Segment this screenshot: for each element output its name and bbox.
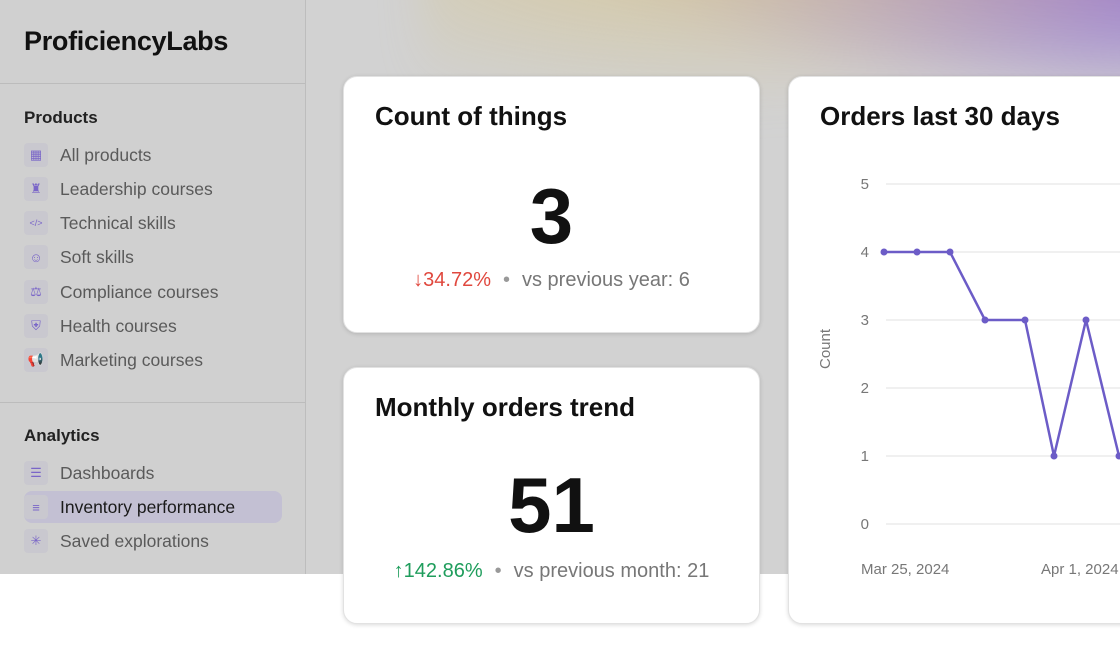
section-title-products: Products xyxy=(24,108,98,127)
line-chart: 0 1 2 3 4 5 xyxy=(861,176,1120,533)
app-logo: ProficiencyLabs xyxy=(24,26,229,56)
podium-icon: ♜ xyxy=(24,177,48,201)
data-point[interactable] xyxy=(913,248,921,256)
smile-icon: ☺ xyxy=(24,245,48,269)
sidebar-item-label: Leadership courses xyxy=(60,178,213,199)
y-tick-label: 3 xyxy=(861,312,869,329)
sidebar-item-label: Compliance courses xyxy=(60,281,219,302)
change-percent: ↓34.72% xyxy=(413,269,491,291)
data-point[interactable] xyxy=(946,248,954,256)
data-point[interactable] xyxy=(1082,316,1090,324)
sidebar: ProficiencyLabs Products Analytics ▦ All … xyxy=(0,0,306,574)
x-tick-label: Mar 25, 2024 xyxy=(861,561,950,578)
code-icon: </> xyxy=(24,211,48,235)
comparison-text: vs previous month: 21 xyxy=(513,560,710,582)
sidebar-item-soft-skills[interactable]: ☺ Soft skills xyxy=(24,241,282,273)
sidebar-item-label: All products xyxy=(60,144,152,165)
grid-icon: ▦ xyxy=(24,143,48,167)
list-icon: ☰ xyxy=(24,461,48,485)
sparkle-icon: ✳ xyxy=(24,529,48,553)
sidebar-item-technical-skills[interactable]: </> Technical skills xyxy=(24,207,282,239)
sidebar-item-label: Marketing courses xyxy=(60,349,203,370)
data-point[interactable] xyxy=(1021,316,1029,324)
data-point[interactable] xyxy=(1115,452,1120,460)
bars-icon: ≡ xyxy=(24,495,48,519)
sidebar-item-label: Health courses xyxy=(60,315,177,336)
card-title: Monthly orders trend xyxy=(375,392,636,422)
section-title-analytics: Analytics xyxy=(24,426,100,445)
y-tick-label: 1 xyxy=(861,448,869,465)
kpi-value: 51 xyxy=(508,461,595,549)
change-percent: ↑142.86% xyxy=(393,560,483,582)
kpi-comparison: ↑142.86% • vs previous month: 21 xyxy=(393,560,710,582)
y-axis-label: Count xyxy=(817,328,834,369)
shield-plus-icon: ⛨ xyxy=(24,314,48,338)
sidebar-item-marketing-courses[interactable]: 📢 Marketing courses xyxy=(24,344,282,376)
sidebar-item-health-courses[interactable]: ⛨ Health courses xyxy=(24,310,282,342)
data-point[interactable] xyxy=(1050,452,1058,460)
sidebar-item-label: Technical skills xyxy=(60,212,176,233)
scale-icon: ⚖ xyxy=(24,280,48,304)
sidebar-item-dashboards[interactable]: ☰ Dashboards xyxy=(24,457,282,489)
y-tick-label: 4 xyxy=(861,244,869,261)
x-tick-label: Apr 1, 2024 xyxy=(1041,561,1119,578)
sidebar-item-leadership-courses[interactable]: ♜ Leadership courses xyxy=(24,173,282,205)
y-tick-label: 5 xyxy=(861,176,869,193)
sidebar-item-inventory-performance[interactable]: ≡ Inventory performance xyxy=(24,491,282,523)
series-line xyxy=(884,250,1120,457)
y-tick-label: 2 xyxy=(861,380,869,397)
kpi-value: 3 xyxy=(529,172,574,260)
card-title: Orders last 30 days xyxy=(820,101,1060,131)
kpi-comparison: ↓34.72% • vs previous year: 6 xyxy=(413,269,690,291)
card-title: Count of things xyxy=(375,101,568,131)
card-monthly-orders-trend: Monthly orders trend 51 ↑142.86% • vs prev… xyxy=(343,367,760,624)
sidebar-item-compliance-courses[interactable]: ⚖ Compliance courses xyxy=(24,276,282,308)
sidebar-item-label: Saved explorations xyxy=(60,530,209,551)
data-point[interactable] xyxy=(981,316,989,324)
divider xyxy=(0,83,305,84)
sidebar-item-all-products[interactable]: ▦ All products xyxy=(24,139,282,171)
data-point[interactable] xyxy=(880,248,888,256)
comparison-text: vs previous year: 6 xyxy=(522,269,690,291)
sidebar-item-label: Dashboards xyxy=(60,462,155,483)
divider xyxy=(0,402,305,403)
y-tick-label: 0 xyxy=(861,516,869,533)
sidebar-item-saved-explorations[interactable]: ✳ Saved explorations xyxy=(24,525,282,557)
sidebar-item-label: Soft skills xyxy=(60,246,134,267)
card-count-of-things: Count of things 3 ↓34.72% • vs previous ye… xyxy=(343,76,760,333)
megaphone-icon: 📢 xyxy=(24,348,48,372)
sidebar-item-label: Inventory performance xyxy=(60,496,236,517)
